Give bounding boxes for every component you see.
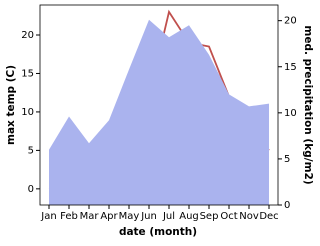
x-tick-label: Jun [140, 211, 157, 222]
y2-axis-label: med. precipitation (kg/m2) [302, 25, 314, 184]
precipitation-area [49, 19, 269, 205]
x-tick-label: Sep [200, 211, 219, 222]
y-tick-label: 15 [21, 68, 34, 79]
x-tick-label: Jan [40, 211, 56, 222]
x-tick-label: Jul [162, 211, 175, 222]
y-tick-label: 20 [21, 30, 34, 41]
x-tick-label: Oct [220, 211, 237, 222]
x-tick-label: Apr [100, 211, 118, 222]
y2-tick-label: 5 [284, 154, 290, 165]
y2-tick-label: 15 [284, 62, 297, 73]
chart: date (month) max temp (C) med. precipita… [5, 4, 314, 238]
x-axis-label: date (month) [119, 226, 197, 238]
x-tick-label: Nov [239, 211, 259, 222]
plot-frame [39, 4, 279, 206]
x-tick-label: Dec [259, 211, 278, 222]
x-tick-label: Aug [179, 211, 199, 222]
y-tick-label: 5 [28, 145, 34, 156]
y-axis-label: max temp (C) [5, 65, 17, 145]
x-tick-label: Mar [80, 211, 100, 222]
y-tick-label: 10 [21, 107, 34, 118]
x-tick-label: Feb [60, 211, 78, 222]
y-tick-label: 0 [28, 184, 34, 195]
y2-tick-label: 20 [284, 16, 297, 27]
x-tick-label: May [119, 211, 140, 222]
y2-tick-label: 0 [284, 200, 290, 211]
y2-tick-label: 10 [284, 108, 297, 119]
